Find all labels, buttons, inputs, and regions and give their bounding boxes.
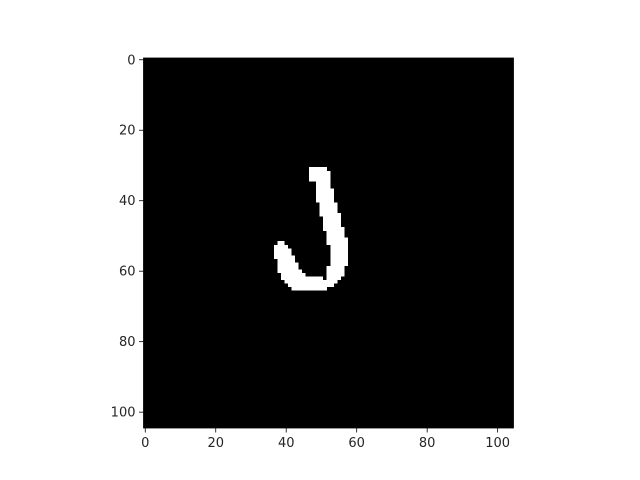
pixel-run <box>316 184 331 189</box>
pixel-run <box>277 265 299 270</box>
pixel-run <box>319 209 338 214</box>
pixel-run <box>326 234 345 238</box>
pixel-run <box>277 262 299 267</box>
x-tick-label: 60 <box>348 436 365 451</box>
pixel-run <box>319 202 338 207</box>
pixel-run <box>284 280 338 284</box>
pixel-run <box>316 188 334 193</box>
image-plot <box>143 58 514 428</box>
pixel-run <box>330 248 349 252</box>
pixel-run <box>309 167 327 171</box>
pixel-run <box>280 276 341 281</box>
pixel-run <box>316 181 331 186</box>
y-tick-label: 60 <box>119 265 136 280</box>
x-tick-label: 20 <box>207 436 224 451</box>
pixel-run <box>326 237 349 242</box>
pixel-run <box>309 170 331 175</box>
pixel-run <box>323 220 341 224</box>
x-tick-label: 40 <box>278 436 295 451</box>
axes: 0 20 40 60 80 100 0 20 40 60 80 100 <box>111 53 514 451</box>
y-tick-label: 80 <box>119 335 136 350</box>
pixel-run <box>330 255 349 260</box>
pixel-run <box>330 262 349 267</box>
pixel-run <box>326 269 345 274</box>
pixel-run <box>287 283 334 288</box>
pixel-run <box>273 251 292 256</box>
pixel-run <box>323 223 341 228</box>
pixel-run <box>326 241 349 245</box>
pixel-run <box>326 230 345 235</box>
pixel-run <box>291 287 327 291</box>
pixel-run <box>273 244 289 249</box>
background-pixel <box>323 276 327 280</box>
pixel-run <box>277 258 296 263</box>
pixel-run <box>330 251 349 256</box>
pixel-run <box>316 191 334 196</box>
pixel-run <box>280 272 306 277</box>
pixel-run <box>316 195 334 200</box>
x-tick-label: 80 <box>419 436 436 451</box>
y-tick-label: 100 <box>111 406 136 421</box>
y-tick-label: 0 <box>127 53 135 68</box>
pixel-run <box>330 258 349 263</box>
pixel-run <box>319 206 338 210</box>
x-tick-label: 0 <box>141 436 149 451</box>
y-tick-label: 20 <box>119 124 136 139</box>
pixel-run <box>326 272 345 277</box>
pixel-run <box>330 244 349 249</box>
pixel-run <box>323 216 341 221</box>
pixel-run <box>323 227 345 231</box>
pixel-run <box>326 265 345 270</box>
pixel-run <box>309 177 331 182</box>
pixel-run <box>273 255 296 260</box>
pixel-run <box>277 241 285 245</box>
pixel-run <box>309 174 331 178</box>
x-tick-label: 100 <box>485 436 510 451</box>
pixel-run <box>277 269 303 274</box>
pixel-run <box>319 213 341 217</box>
pixel-run <box>273 248 292 252</box>
y-tick-label: 40 <box>119 194 136 209</box>
axes-frame <box>143 57 514 429</box>
pixel-run <box>316 198 334 203</box>
